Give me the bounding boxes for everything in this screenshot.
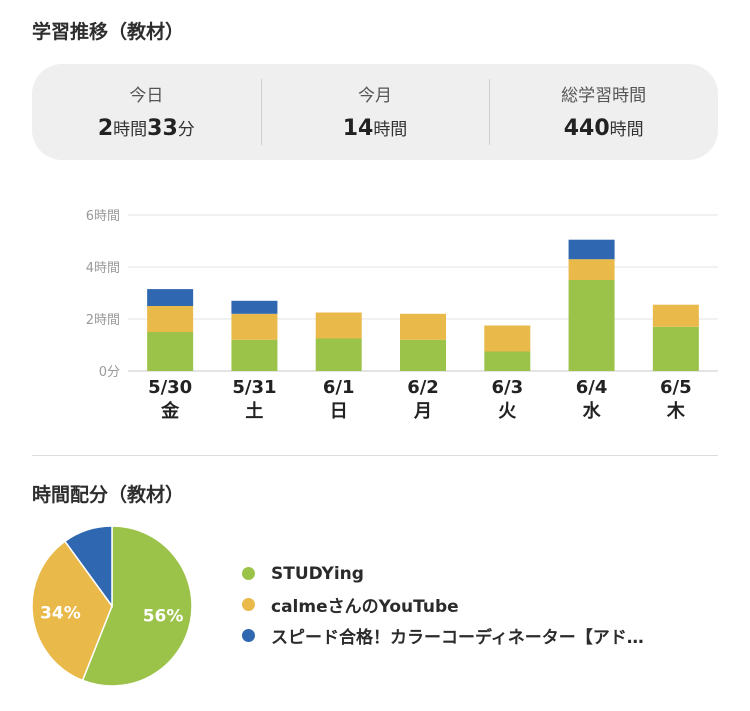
summary-number: 33 [147,116,178,141]
summary-this-month: 今月 14時間 [260,64,490,160]
x-weekday-label: 月 [413,401,432,422]
legend-item: calmeさんのYouTube [242,589,644,620]
trend-section-title: 学習推移（教材） [32,21,185,43]
y-tick-label: 0分 [99,365,120,380]
summary-total: 総学習時間 440時間 [489,64,718,160]
pie-slice [31,540,113,682]
bar-segment [231,339,278,371]
legend-dot-icon [242,629,255,642]
bar-segment [568,280,615,371]
x-weekday-label: 土 [245,401,263,422]
bar-segment [231,313,278,340]
time-distribution-pie-chart: 56% 34% [31,525,193,687]
study-summary-card: 今日 2時間33分 今月 14時間 総学習時間 440時間 [32,64,718,160]
distribution-section-title: 時間配分（教材） [32,484,185,506]
summary-number: 14 [342,116,374,141]
summary-value: 2時間33分 [32,115,261,141]
legend-item: スピード合格！カラーコーディネーター【アド… [242,620,644,651]
x-category-label: 6/5 [660,377,692,398]
summary-number: 440 [563,116,610,141]
bar-segment [147,306,194,332]
bar-segment [315,338,362,371]
bar-segment [652,304,699,327]
x-category-label: 6/2 [407,377,439,398]
bar-segment [652,326,699,371]
x-category-label: 5/31 [232,377,276,398]
study-trend-bar-chart: 0分 2時間 4時間 6時間 5/30金 5/31 土 6/1 日 6/2 月 6/3 火 6/4水 6/5… [86,209,718,422]
x-category-label: 6/4 [576,377,608,398]
pie-slice-label: 56% [143,607,184,627]
legend-item: STUDYing [242,558,644,589]
pie-legend: STUDYing calmeさんのYouTube スピード合格！カラーコーディネータ… [242,558,644,651]
legend-label: スピード合格！カラーコーディネーター【アド… [271,628,644,648]
summary-value: 14時間 [261,115,490,141]
pie-slice [81,525,193,687]
x-category-label: 6/3 [491,377,523,398]
summary-number: 2 [97,116,114,141]
bar-segment [315,312,362,339]
pie-slice-label: 34% [40,604,81,624]
bar-segment [484,351,531,371]
summary-value: 440時間 [489,115,718,141]
section-divider [32,455,718,456]
x-weekday-label: 日 [330,401,348,422]
summary-label: 今日 [129,86,164,106]
bar-segment [400,313,446,340]
y-tick-label: 2時間 [86,313,120,328]
legend-label: STUDYing [271,563,364,584]
legend-dot-icon [242,598,255,611]
x-weekday-label: 火 [498,401,517,422]
bar-segment [568,239,615,260]
x-category-label: 6/1 [323,377,355,398]
x-weekday-label: 木 [666,400,686,422]
bar-segment [568,259,615,280]
bar-segment [400,339,446,371]
y-tick-label: 6時間 [86,209,120,224]
bar-segment [147,332,194,371]
x-weekday-label: 水 [583,400,602,422]
summary-today: 今日 2時間33分 [32,64,261,160]
legend-label: calmeさんのYouTube [271,597,459,617]
summary-label: 今月 [358,86,392,106]
x-weekday-label: 金 [160,400,180,422]
summary-unit: 分 [177,120,195,140]
summary-unit: 時間 [609,120,644,140]
x-category-label: 5/30 [148,377,192,398]
pie-slice [63,525,113,609]
y-tick-label: 4時間 [86,261,120,276]
bar-segment [484,325,531,352]
summary-label: 総学習時間 [561,86,647,106]
summary-unit: 時間 [113,120,148,140]
summary-unit: 時間 [373,120,408,140]
bar-segment [231,300,278,314]
legend-dot-icon [242,567,255,580]
bar-segment [147,289,194,306]
